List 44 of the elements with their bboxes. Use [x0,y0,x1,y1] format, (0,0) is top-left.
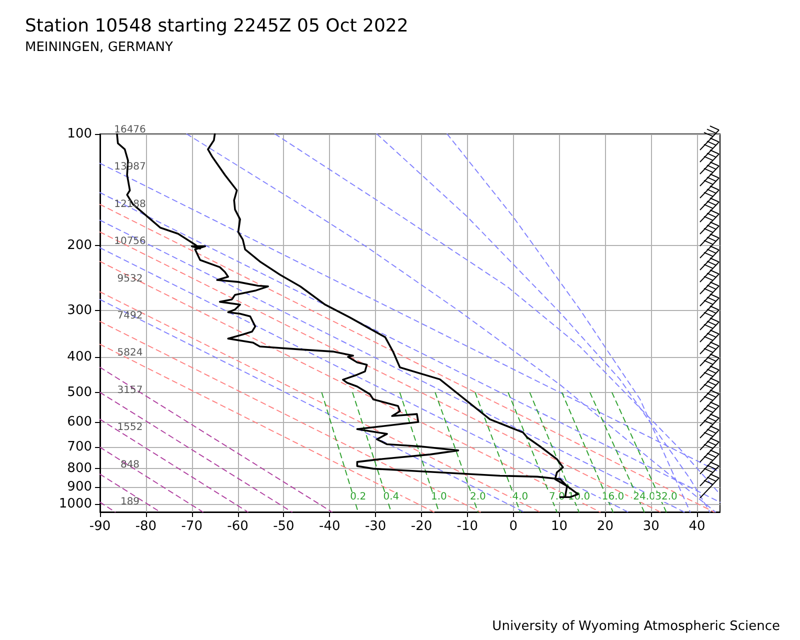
annotation: 5824 [117,348,143,359]
x-tick-label: -50 [273,519,294,534]
y-tick-label: 800 [67,460,92,476]
annotation: 10756 [114,236,146,248]
y-tick-label: 1000 [58,496,92,512]
x-tick-label: 10 [550,519,568,534]
series-label: 16.0 [602,492,624,502]
y-tick-label: 200 [67,238,92,253]
y-tick-label: 700 [67,439,92,454]
y-tick-label: 500 [67,385,92,400]
series-label: 4.0 [512,492,528,502]
series-label: 0.4 [383,492,400,502]
x-tick-label: -10 [456,519,478,534]
annotation: 9532 [117,273,143,284]
y-tick-label: 300 [67,303,92,318]
chart-subtitle: MEININGEN, GERMANY [25,40,173,55]
annotation: 1552 [117,422,143,434]
y-tick-label: 900 [67,480,92,495]
series-label: 1.0 [430,492,447,502]
x-tick-label: -20 [410,519,432,534]
annotation: 16476 [114,124,146,136]
y-tick-label: 100 [67,126,92,142]
annotation: 3157 [117,384,143,396]
y-tick-label: 400 [67,349,92,364]
x-tick-label: -70 [181,519,202,534]
annotation: 189 [120,496,140,508]
annotation: 848 [120,459,140,470]
series-label: 32.0 [655,492,678,502]
x-tick-label: 40 [688,519,706,534]
x-tick-label: 20 [596,519,614,534]
series-label: 0.2 [350,492,366,502]
x-tick-label: -60 [227,519,248,534]
x-tick-label: -30 [364,519,386,534]
series-label: 24.0 [633,492,656,502]
text: University of Wyoming Atmospheric Science [492,619,780,634]
x-tick-label: -90 [89,519,111,534]
x-tick-label: 0 [509,519,518,534]
x-tick-label: -80 [135,519,157,534]
series-label: 2.0 [470,492,486,502]
x-tick-label: -40 [319,519,340,534]
annotation: 7492 [117,310,143,322]
y-tick-label: 600 [67,414,92,430]
chart-title: Station 10548 starting 2245Z 05 Oct 2022 [25,16,408,36]
x-tick-label: 30 [642,519,660,534]
